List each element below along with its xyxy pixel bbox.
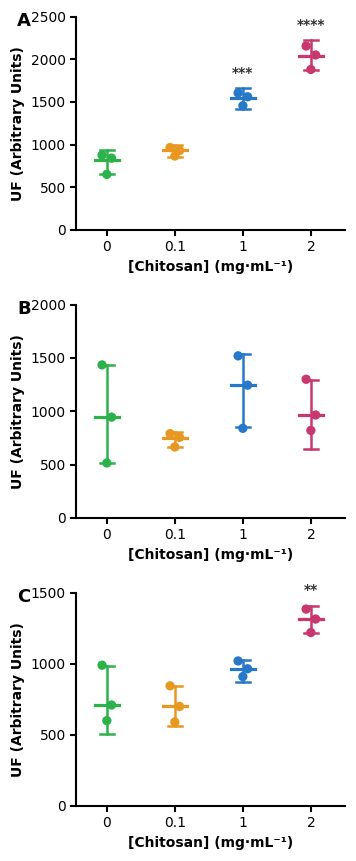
Point: [172, 440, 178, 454]
Point: [245, 90, 251, 103]
Point: [109, 410, 114, 424]
Point: [240, 670, 246, 684]
Point: [109, 698, 114, 712]
Point: [240, 99, 246, 113]
Point: [235, 349, 241, 362]
Point: [313, 408, 319, 422]
Point: [99, 148, 105, 162]
Point: [308, 626, 314, 640]
Point: [313, 612, 319, 626]
Point: [303, 602, 309, 616]
Text: A: A: [17, 12, 31, 30]
Point: [308, 63, 314, 77]
Point: [167, 427, 173, 441]
Point: [303, 39, 309, 53]
Point: [303, 373, 309, 387]
Point: [167, 679, 173, 693]
Point: [245, 378, 251, 392]
X-axis label: [Chitosan] (mg·mL⁻¹): [Chitosan] (mg·mL⁻¹): [128, 260, 293, 274]
Point: [167, 140, 173, 154]
Text: ****: ****: [297, 17, 325, 32]
X-axis label: [Chitosan] (mg·mL⁻¹): [Chitosan] (mg·mL⁻¹): [128, 548, 293, 562]
Point: [104, 168, 110, 182]
Y-axis label: UF (Arbitrary Units): UF (Arbitrary Units): [11, 622, 25, 777]
Point: [177, 430, 182, 444]
Point: [245, 662, 251, 676]
Point: [104, 456, 110, 470]
Text: B: B: [17, 300, 31, 319]
Point: [99, 659, 105, 672]
Point: [109, 152, 114, 165]
Point: [177, 144, 182, 158]
Point: [235, 86, 241, 100]
Point: [235, 654, 241, 668]
Text: **: **: [304, 583, 318, 597]
Point: [104, 714, 110, 728]
Y-axis label: UF (Arbitrary Units): UF (Arbitrary Units): [11, 334, 25, 489]
Point: [172, 149, 178, 163]
Point: [99, 358, 105, 372]
Point: [313, 48, 319, 62]
Point: [177, 699, 182, 713]
Y-axis label: UF (Arbitrary Units): UF (Arbitrary Units): [11, 46, 25, 201]
Point: [172, 715, 178, 729]
Text: ***: ***: [232, 65, 253, 80]
X-axis label: [Chitosan] (mg·mL⁻¹): [Chitosan] (mg·mL⁻¹): [128, 836, 293, 850]
Text: C: C: [17, 588, 30, 606]
Point: [240, 421, 246, 435]
Point: [308, 424, 314, 437]
